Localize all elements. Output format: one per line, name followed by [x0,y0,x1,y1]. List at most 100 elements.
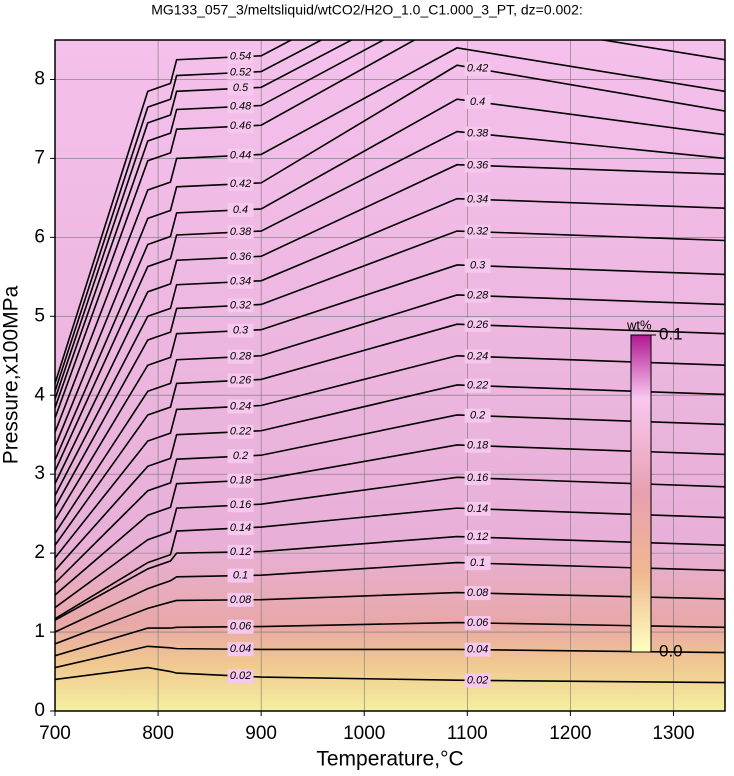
contour-label: 0.48 [230,100,252,112]
contour-label-box [227,323,254,338]
contour-label: 0.44 [230,149,251,161]
contour-label-box [227,119,254,134]
plot-background [55,40,725,711]
contour-line [55,40,725,419]
contour-label: 0.54 [230,51,251,63]
contour-label: 0.28 [467,290,489,302]
contour-label-box [227,225,254,240]
contour-label: 0.18 [467,440,489,452]
contour-line [55,64,725,447]
contour-label-box [227,592,254,607]
contour-label-box [464,501,491,516]
contour-label-box [227,349,254,364]
contour-label-box [227,176,254,191]
contour-line [55,40,354,400]
contour-line [55,40,324,392]
contour-label: 0.36 [230,251,252,263]
contour-label-box [464,642,491,657]
contour-line [55,230,725,508]
contour-label-box [464,126,491,141]
y-axis-label: Pressure,x100MPa [0,285,23,464]
contour-label-box [464,192,491,207]
contour-label-box [464,438,491,453]
contour-label-box [227,81,254,96]
contour-line [55,384,725,572]
contour-line [55,323,725,546]
contour-label: 0.42 [467,63,488,75]
contour-line [55,130,725,472]
contour-line [55,507,725,620]
contour-line [55,561,725,633]
contour-label-box [464,258,491,273]
x-tick-label: 1200 [549,723,591,744]
x-tick-label: 1000 [343,723,385,744]
y-tick-label: 2 [34,542,45,563]
contour-label: 0.04 [230,643,251,655]
contour-label: 0.2 [470,410,485,422]
contour-label: 0.34 [467,193,488,205]
contour-label-box [464,471,491,486]
contour-label: 0.16 [467,472,489,484]
contour-label: 0.4 [233,204,248,216]
contour-line [55,98,725,461]
contour-line [55,163,725,484]
contour-label-box [464,615,491,630]
contour-label: 0.4 [470,96,485,108]
contour-label-box [464,61,491,76]
contour-label-box [227,568,254,583]
contour-label-box [464,586,491,601]
contour-label-box [227,202,254,217]
contour-label-box [464,530,491,545]
contour-label: 0.26 [467,319,489,331]
contour-label: 0.08 [467,587,489,599]
contour-label: 0.14 [467,503,488,515]
contour-label-box [227,399,254,414]
x-tick-label: 900 [245,723,277,744]
contour-label: 0.32 [230,299,251,311]
y-tick-label: 7 [34,147,45,168]
contour-line [55,535,725,621]
contour-label-box [227,298,254,313]
contour-line [55,645,725,669]
contour-label-box [227,250,254,265]
contour-label: 0.36 [467,159,489,171]
plot-frame [54,39,726,712]
contour-label-box [227,498,254,513]
contour-label-box [227,473,254,488]
contour-label-box [227,424,254,439]
contour-label: 0.52 [230,66,251,78]
contour-label: 0.04 [467,644,488,656]
contour-label-box [227,642,254,657]
y-tick-label: 8 [34,68,45,89]
contour-label-box [464,408,491,423]
contour-label-box [464,317,491,332]
contour-label-box [227,65,254,80]
y-tick-label: 4 [34,384,45,405]
contour-label: 0.2 [233,450,248,462]
contour-label-box [464,556,491,571]
contour-label-box [227,521,254,536]
contour-line [55,476,725,609]
contour-line [55,264,725,521]
y-tick-label: 0 [34,700,45,721]
contour-label-box [464,94,491,109]
colorbar-label: wt% [626,317,652,332]
contour-label-box [464,224,491,239]
chart-title: MG133_057_3/meltsliquid/wtCO2/H2O_1.0_C1… [151,2,583,18]
contour-label: 0.12 [230,546,251,558]
contour-line [55,414,725,584]
contour-label: 0.28 [230,351,252,363]
colorbar-tick-label: 0.1 [659,324,683,343]
contour-label: 0.22 [230,426,251,438]
contour-line [55,444,725,596]
contour-label-box [227,544,254,559]
contour-label-box [464,673,491,688]
contour-label: 0.38 [467,128,489,140]
contour-line [55,666,725,684]
contour-line [55,197,725,496]
contour-label-box [464,349,491,364]
contour-label: 0.06 [230,621,252,633]
contour-label: 0.1 [470,557,485,569]
contour-label-box [227,373,254,388]
contour-label: 0.16 [230,499,252,511]
